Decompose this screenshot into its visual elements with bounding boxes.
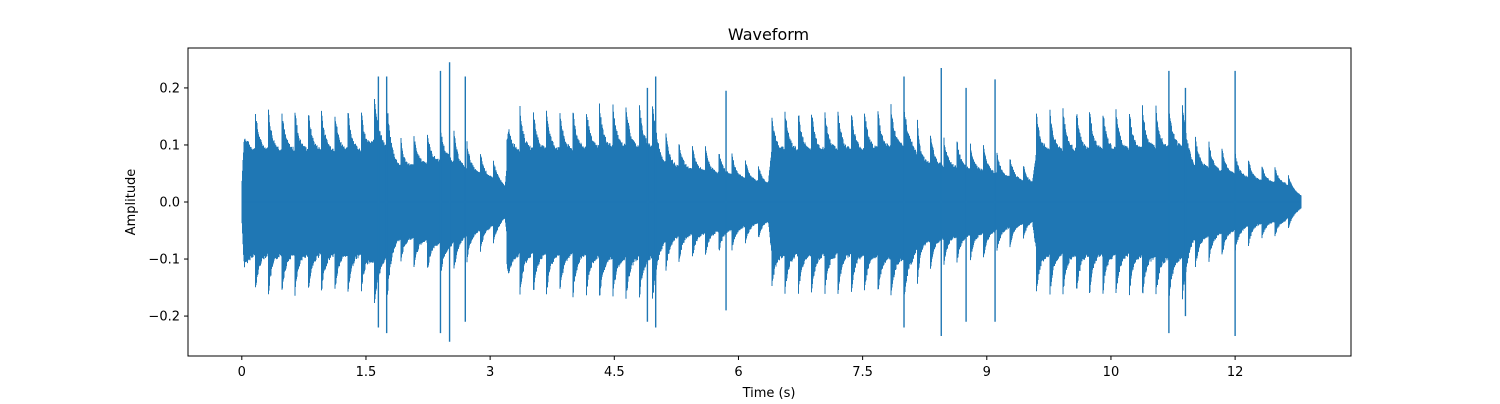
y-axis: −0.2 −0.1 0.0 0.1 0.2 bbox=[148, 81, 188, 325]
x-tick-label: 7.5 bbox=[852, 365, 873, 380]
x-tick-label: 0 bbox=[238, 365, 246, 380]
y-tick-label: 0.1 bbox=[159, 138, 180, 153]
plot-frame bbox=[187, 47, 1352, 357]
y-tick-label: 0.2 bbox=[159, 81, 180, 96]
x-tick-label: 6 bbox=[734, 365, 742, 380]
x-tick-label: 9 bbox=[983, 365, 991, 380]
y-tick-label: 0.0 bbox=[159, 196, 180, 211]
plot-area bbox=[241, 62, 1302, 342]
x-tick-label: 12 bbox=[1227, 365, 1244, 380]
chart-title: Waveform bbox=[728, 25, 809, 44]
x-tick-label: 4.5 bbox=[604, 365, 625, 380]
x-tick-label: 3 bbox=[486, 365, 494, 380]
y-tick-label: −0.2 bbox=[148, 310, 180, 325]
x-tick-label: 1.5 bbox=[356, 365, 377, 380]
x-axis-label: Time (s) bbox=[742, 386, 796, 400]
x-tick-label: 10 bbox=[1103, 365, 1120, 380]
y-tick-label: −0.1 bbox=[148, 253, 180, 268]
y-axis-label: Amplitude bbox=[124, 169, 139, 236]
x-axis: 0 1.5 3 4.5 6 7.5 9 10 12 bbox=[238, 356, 1244, 380]
